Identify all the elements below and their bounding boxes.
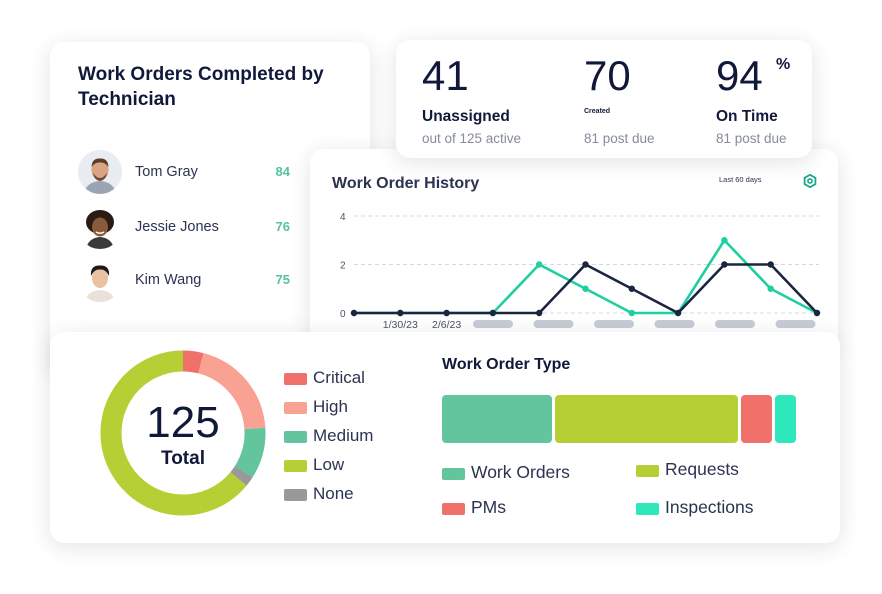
- stat-label: Created: [584, 108, 611, 115]
- work-order-summary-card: 125 Total Critical High Medium Low None …: [50, 332, 840, 543]
- data-point: [350, 309, 358, 317]
- donut-slice-low: [100, 350, 247, 516]
- history-line-chart: 0 2 4 1/30/23 2/6/23: [340, 212, 821, 331]
- priority-donut-chart: [100, 350, 266, 516]
- x-tick-placeholder: [473, 320, 513, 328]
- data-point: [582, 285, 589, 292]
- work-order-type-bar: [442, 395, 796, 443]
- y-tick-label: 2: [340, 261, 346, 272]
- x-tick-placeholder: [533, 320, 574, 328]
- legend-label: Work Orders: [471, 462, 570, 482]
- legend-swatch: [284, 431, 307, 443]
- donut-total-label: Total: [161, 448, 205, 469]
- data-point: [536, 261, 543, 268]
- x-tick-placeholder: [775, 320, 816, 328]
- data-point: [767, 261, 774, 268]
- avatar: [78, 150, 122, 194]
- stat-subtext: out of 125 active: [422, 131, 522, 146]
- work-order-type-title: Work Order Type: [442, 356, 571, 373]
- legend-label: Inspections: [665, 497, 754, 517]
- legend-swatch: [636, 465, 659, 477]
- donut-slice-none: [230, 465, 253, 486]
- avatar: [78, 205, 122, 249]
- bar-segment-requests: [555, 395, 739, 443]
- legend-label: Requests: [665, 459, 739, 479]
- technician-row-jessie-jones[interactable]: Jessie Jones 76: [78, 205, 290, 251]
- technician-row-tom-gray[interactable]: Tom Gray 84: [78, 150, 290, 196]
- donut-slice-high: [197, 353, 266, 430]
- legend-swatch: [284, 460, 307, 472]
- stat-value: 41: [422, 52, 469, 99]
- data-point: [674, 309, 682, 317]
- legend-swatch: [636, 503, 659, 515]
- stat-unit: %: [776, 56, 791, 73]
- work-order-history-card: 0 2 4 1/30/23 2/6/23 Work Order History Last…: [310, 149, 838, 349]
- data-point: [767, 285, 774, 292]
- stat-subtext: 81 post due: [716, 131, 787, 146]
- legend-label: Medium: [313, 426, 374, 445]
- stat-label: Unassigned: [422, 108, 510, 125]
- donut-total-value: 125: [146, 398, 220, 447]
- data-point: [536, 309, 543, 317]
- data-point: [443, 309, 450, 317]
- technician-count: 75: [275, 272, 290, 287]
- x-tick-placeholder: [715, 320, 755, 328]
- x-tick-placeholder: [654, 320, 695, 328]
- gear-icon[interactable]: [803, 174, 817, 188]
- legend-swatch: [442, 468, 465, 480]
- bar-segment-pms: [741, 395, 773, 443]
- data-point: [397, 309, 404, 317]
- data-point: [628, 285, 635, 292]
- legend-swatch: [442, 503, 465, 515]
- stat-value: 70: [584, 52, 631, 99]
- legend-swatch: [284, 402, 307, 414]
- stat-label: On Time: [716, 108, 778, 125]
- data-point: [489, 309, 497, 317]
- data-point: [721, 237, 728, 244]
- stat-value: 94: [716, 52, 763, 99]
- technician-name: Tom Gray: [135, 164, 198, 180]
- bar-segment-work-orders: [442, 395, 553, 443]
- stat-subtext: 81 post due: [584, 131, 655, 146]
- y-tick-label: 0: [340, 309, 346, 320]
- legend-label: PMs: [471, 497, 506, 517]
- y-tick-label: 4: [340, 212, 346, 223]
- legend-label: High: [313, 397, 348, 416]
- legend-swatch: [284, 373, 307, 385]
- legend-label: Low: [313, 455, 345, 474]
- technician-row-kim-wang[interactable]: Kim Wang 75: [78, 258, 290, 304]
- technician-name: Jessie Jones: [135, 219, 219, 235]
- stat-created: 70 Created 81 post due: [584, 52, 655, 146]
- donut-slice-medium: [234, 427, 266, 478]
- technician-count: 76: [275, 219, 290, 234]
- stat-unassigned: 41 Unassigned out of 125 active: [422, 52, 521, 146]
- technician-count: 84: [275, 164, 290, 179]
- stats-card: 41 Unassigned out of 125 active 70 Creat…: [396, 40, 812, 158]
- date-range-label[interactable]: Last 60 days: [719, 175, 762, 184]
- data-point: [582, 261, 589, 268]
- history-title: Work Order History: [332, 175, 480, 192]
- x-tick-placeholder: [594, 320, 634, 328]
- legend-label: Critical: [313, 368, 365, 387]
- legend-label: None: [313, 484, 354, 503]
- stat-on-time: 94 % On Time 81 post due: [716, 52, 791, 146]
- technician-name: Kim Wang: [135, 272, 202, 288]
- data-point: [628, 309, 635, 317]
- x-tick-label: 2/6/23: [432, 319, 461, 331]
- x-tick-label: 1/30/23: [383, 319, 418, 331]
- avatar: [78, 258, 122, 302]
- series-line-1: [354, 238, 818, 315]
- technician-card-title: Work Orders Completed by Technician: [78, 64, 324, 110]
- legend-swatch: [284, 489, 307, 501]
- donut-slice-critical: [182, 350, 204, 374]
- data-point: [813, 309, 821, 317]
- data-point: [721, 261, 728, 268]
- bar-segment-inspections: [775, 395, 796, 443]
